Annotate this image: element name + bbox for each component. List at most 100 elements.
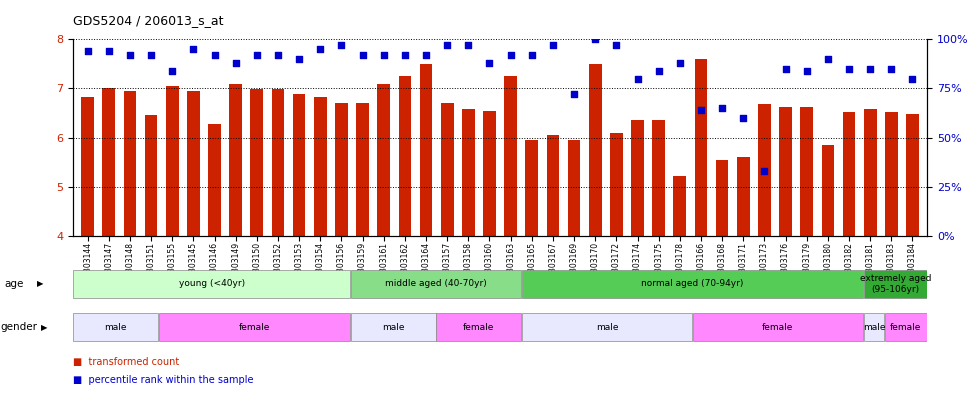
Bar (694, 59, 707, 236)
Point (820, 56, 836, 62)
Point (524, 52, 540, 58)
Point (735, 115, 751, 121)
Point (270, 52, 285, 58)
Point (799, 68, 815, 74)
Point (587, 36, 603, 42)
Point (419, 52, 434, 58)
Bar (864, 109, 877, 236)
Text: GDS5204 / 206013_s_at: GDS5204 / 206013_s_at (73, 14, 223, 27)
Bar (674, 176, 686, 236)
Bar (780, 107, 792, 236)
Point (228, 60, 244, 66)
Bar (102, 88, 116, 236)
Point (651, 68, 666, 74)
Bar (631, 120, 644, 236)
Bar (398, 76, 412, 236)
Text: age: age (5, 279, 24, 289)
Bar (800, 107, 813, 236)
Point (185, 46, 201, 52)
Point (862, 66, 878, 72)
Point (376, 52, 391, 58)
Text: young (<40yr): young (<40yr) (179, 279, 245, 288)
Point (460, 42, 476, 48)
Point (756, 168, 772, 174)
Point (482, 60, 497, 66)
Bar (123, 91, 136, 236)
FancyBboxPatch shape (692, 313, 863, 341)
Bar (378, 84, 390, 236)
Point (609, 42, 624, 48)
Point (841, 66, 856, 72)
Bar (462, 109, 475, 236)
Bar (441, 103, 453, 236)
Point (313, 46, 328, 52)
Text: male: male (104, 323, 127, 332)
Text: female: female (890, 323, 921, 332)
Text: middle aged (40-70yr): middle aged (40-70yr) (385, 279, 486, 288)
Point (672, 60, 687, 66)
Point (503, 52, 519, 58)
Bar (166, 86, 179, 236)
Bar (272, 89, 285, 236)
Bar (737, 157, 750, 236)
Point (545, 42, 560, 48)
Text: male: male (382, 323, 405, 332)
Bar (251, 89, 263, 236)
Text: ■  transformed count: ■ transformed count (73, 358, 179, 367)
Point (566, 91, 582, 97)
Point (905, 75, 921, 82)
Point (207, 52, 222, 58)
Bar (293, 94, 306, 236)
Text: ■  percentile rank within the sample: ■ percentile rank within the sample (73, 375, 253, 385)
Bar (568, 140, 581, 236)
Point (630, 75, 646, 82)
FancyBboxPatch shape (73, 270, 351, 298)
FancyBboxPatch shape (521, 313, 692, 341)
Bar (145, 116, 157, 236)
FancyBboxPatch shape (351, 270, 521, 298)
Bar (653, 120, 665, 236)
Point (101, 48, 117, 54)
Bar (356, 103, 369, 236)
FancyBboxPatch shape (351, 313, 436, 341)
Bar (314, 97, 326, 236)
Bar (906, 114, 919, 236)
Text: female: female (762, 323, 793, 332)
Bar (504, 76, 517, 236)
Point (80, 48, 95, 54)
Bar (610, 133, 622, 236)
Point (693, 107, 709, 113)
FancyBboxPatch shape (521, 270, 863, 298)
Point (354, 52, 370, 58)
Bar (484, 110, 496, 236)
Bar (525, 140, 538, 236)
FancyBboxPatch shape (863, 313, 885, 341)
Point (884, 66, 899, 72)
Point (334, 42, 350, 48)
Text: male: male (862, 323, 886, 332)
Bar (547, 135, 559, 236)
Text: normal aged (70-94yr): normal aged (70-94yr) (641, 279, 744, 288)
Text: female: female (239, 323, 270, 332)
Bar (187, 91, 200, 236)
Bar (229, 84, 242, 236)
FancyBboxPatch shape (73, 313, 158, 341)
Point (397, 52, 413, 58)
Bar (588, 64, 602, 236)
Point (250, 52, 265, 58)
Bar (82, 97, 94, 236)
Point (715, 105, 730, 111)
Text: female: female (463, 323, 494, 332)
Point (440, 42, 455, 48)
Bar (758, 104, 771, 236)
Point (122, 52, 138, 58)
Point (164, 68, 180, 74)
Text: ▶: ▶ (41, 323, 48, 332)
Text: male: male (595, 323, 619, 332)
Text: ▶: ▶ (37, 279, 44, 288)
Point (144, 52, 159, 58)
Bar (335, 103, 348, 236)
FancyBboxPatch shape (863, 270, 927, 298)
Point (778, 66, 793, 72)
FancyBboxPatch shape (885, 313, 927, 341)
